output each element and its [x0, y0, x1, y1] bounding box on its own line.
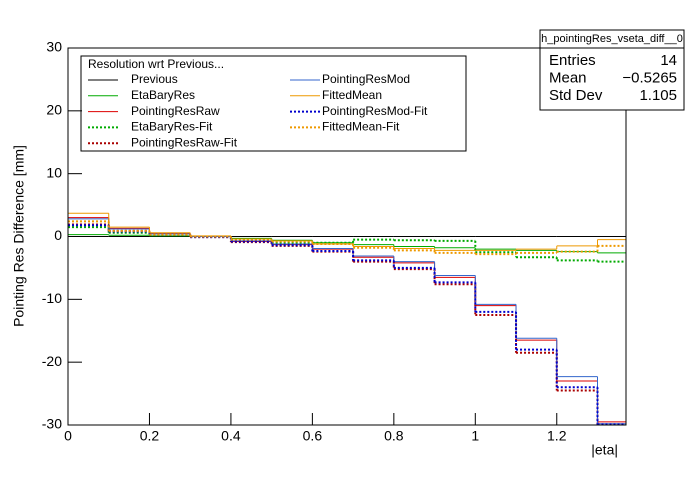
- legend-label: PointingResMod: [322, 72, 410, 86]
- legend-label: FittedMean-Fit: [322, 120, 400, 134]
- stats-frame: [539, 29, 685, 111]
- stats-value: −0.5265: [622, 69, 677, 86]
- x-tick-label: 0.4: [221, 428, 241, 444]
- y-tick-label: 20: [46, 102, 62, 118]
- stats-label: Entries: [549, 52, 596, 69]
- legend-label: Previous: [131, 72, 178, 86]
- stats-label: Mean: [549, 69, 587, 86]
- y-tick-label: -20: [42, 353, 62, 369]
- x-tick-label: 0: [64, 428, 72, 444]
- x-tick-label: 0.8: [384, 428, 404, 444]
- legend-title: Resolution wrt Previous...: [88, 57, 224, 71]
- stats-value: 14: [660, 52, 677, 69]
- y-tick-label: 10: [46, 164, 62, 180]
- stats-label: Std Dev: [549, 87, 603, 104]
- legend-box: [80, 55, 467, 152]
- x-axis-label: |eta|: [591, 442, 618, 458]
- legend-label: PointingResRaw-Fit: [131, 135, 238, 149]
- legend: Resolution wrt Previous... Previous EtaBa…: [80, 55, 467, 152]
- y-tick-label: 0: [54, 227, 62, 243]
- x-tick-label: 0.6: [303, 428, 323, 444]
- x-tick-label: 0.2: [140, 428, 160, 444]
- stats-value: 1.105: [639, 87, 677, 104]
- y-tick-label: 30: [46, 39, 62, 55]
- legend-label: FittedMean: [322, 88, 382, 102]
- y-tick-label: -30: [42, 416, 62, 432]
- legend-label: EtaBaryRes: [131, 88, 195, 102]
- stats-box: h_pointingRes_vseta_diff__0 Entries 14 Mea…: [539, 29, 685, 111]
- y-axis-label: Pointing Res Difference [mm]: [11, 145, 27, 327]
- x-tick-label: 1.2: [547, 428, 567, 444]
- legend-label: EtaBaryRes-Fit: [131, 120, 213, 134]
- x-tick-label: 1: [471, 428, 479, 444]
- y-tick-label: -10: [42, 290, 62, 306]
- legend-label: PointingResMod-Fit: [322, 104, 428, 118]
- plot-area: [68, 212, 626, 425]
- stats-title: h_pointingRes_vseta_diff__0: [541, 33, 683, 45]
- legend-label: PointingResRaw: [131, 104, 220, 118]
